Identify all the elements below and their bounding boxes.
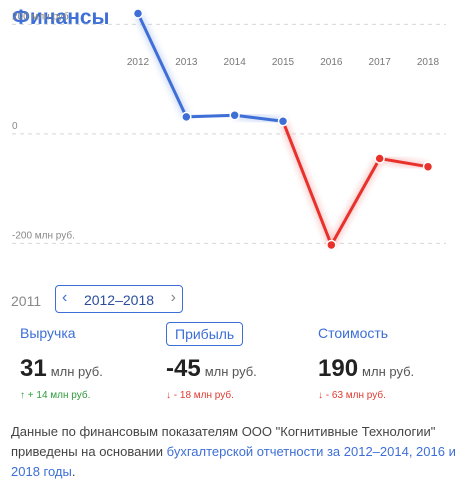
data-point <box>422 161 434 172</box>
metrics-row: Выручка 31 млн руб. ↑ + 14 млн руб. Прибы… <box>0 322 470 415</box>
data-point <box>229 110 240 121</box>
series-segment <box>184 113 237 119</box>
y-tick-label: -200 млн руб. <box>12 229 75 241</box>
metric-value: 190 <box>318 355 359 382</box>
metric-revenue: Выручка 31 млн руб. ↑ + 14 млн руб. <box>20 325 103 401</box>
metric-profit: Прибыль -45 млн руб. ↓ - 18 млн руб. <box>166 322 257 401</box>
metric-unit: млн руб. <box>362 364 415 379</box>
metric-revenue-value: 31 млн руб. <box>20 355 103 383</box>
metric-value: 31 <box>20 355 47 382</box>
start-year-label[interactable]: 2011 <box>11 293 42 309</box>
metric-value: -45 <box>166 355 201 382</box>
page-title: Финансы <box>12 6 110 29</box>
metric-profit-value: -45 млн руб. <box>166 355 257 383</box>
period-selector: 2011 ‹ 2012–2018 › <box>0 285 470 315</box>
metric-unit: млн руб. <box>50 364 103 379</box>
data-point <box>181 111 192 123</box>
series-segment <box>281 119 333 247</box>
metric-profit-change: ↓ - 18 млн руб. <box>166 390 234 401</box>
data-point <box>374 153 385 164</box>
y-tick-label: 200 млн руб. <box>12 10 72 22</box>
x-tick-label: 2012 <box>127 57 150 68</box>
x-tick-label: 2016 <box>320 57 343 68</box>
period-range-box: ‹ 2012–2018 › <box>55 285 183 313</box>
metric-revenue-tab[interactable]: Выручка <box>20 325 76 341</box>
data-point <box>326 239 337 251</box>
note-text: Данные по финансовым показателям ООО "Ко… <box>11 424 436 459</box>
note-end: . <box>71 464 76 479</box>
metric-cost-change: ↓ - 63 млн руб. <box>318 390 386 401</box>
metric-revenue-change: ↑ + 14 млн руб. <box>20 390 91 401</box>
x-tick-label: 2014 <box>224 57 247 68</box>
data-point <box>277 116 289 127</box>
metric-cost-value: 190 млн руб. <box>318 355 414 383</box>
data-point <box>132 8 144 19</box>
metric-value-cost: Стоимость 190 млн руб. ↓ - 63 млн руб. <box>318 325 414 401</box>
series-segment <box>378 156 430 169</box>
chevron-left-icon[interactable]: ‹ <box>62 289 68 306</box>
data-source-note: Данные по финансовым показателям ООО "Ко… <box>11 422 461 482</box>
metric-profit-tab[interactable]: Прибыль <box>166 322 244 346</box>
x-tick-label: 2013 <box>175 57 198 68</box>
series-segment <box>329 156 382 247</box>
metric-cost-tab[interactable]: Стоимость <box>318 325 389 341</box>
x-tick-label: 2017 <box>369 57 392 68</box>
series-segment <box>136 11 188 119</box>
period-range-label: 2012–2018 <box>83 292 155 308</box>
x-tick-label: 2015 <box>272 57 295 68</box>
metric-unit: млн руб. <box>204 364 257 379</box>
x-tick-label: 2018 <box>417 57 440 68</box>
series-segment <box>233 113 285 123</box>
chevron-right-icon[interactable]: › <box>170 289 176 306</box>
accounting-report-link[interactable]: бухгалтерской отчетности за 2012–2014, 2… <box>11 444 456 479</box>
profit-chart: 200 млн руб. 0 -200 млн руб. 2012 2013 2014 2… <box>12 8 446 251</box>
y-tick-label: 0 <box>12 121 18 132</box>
